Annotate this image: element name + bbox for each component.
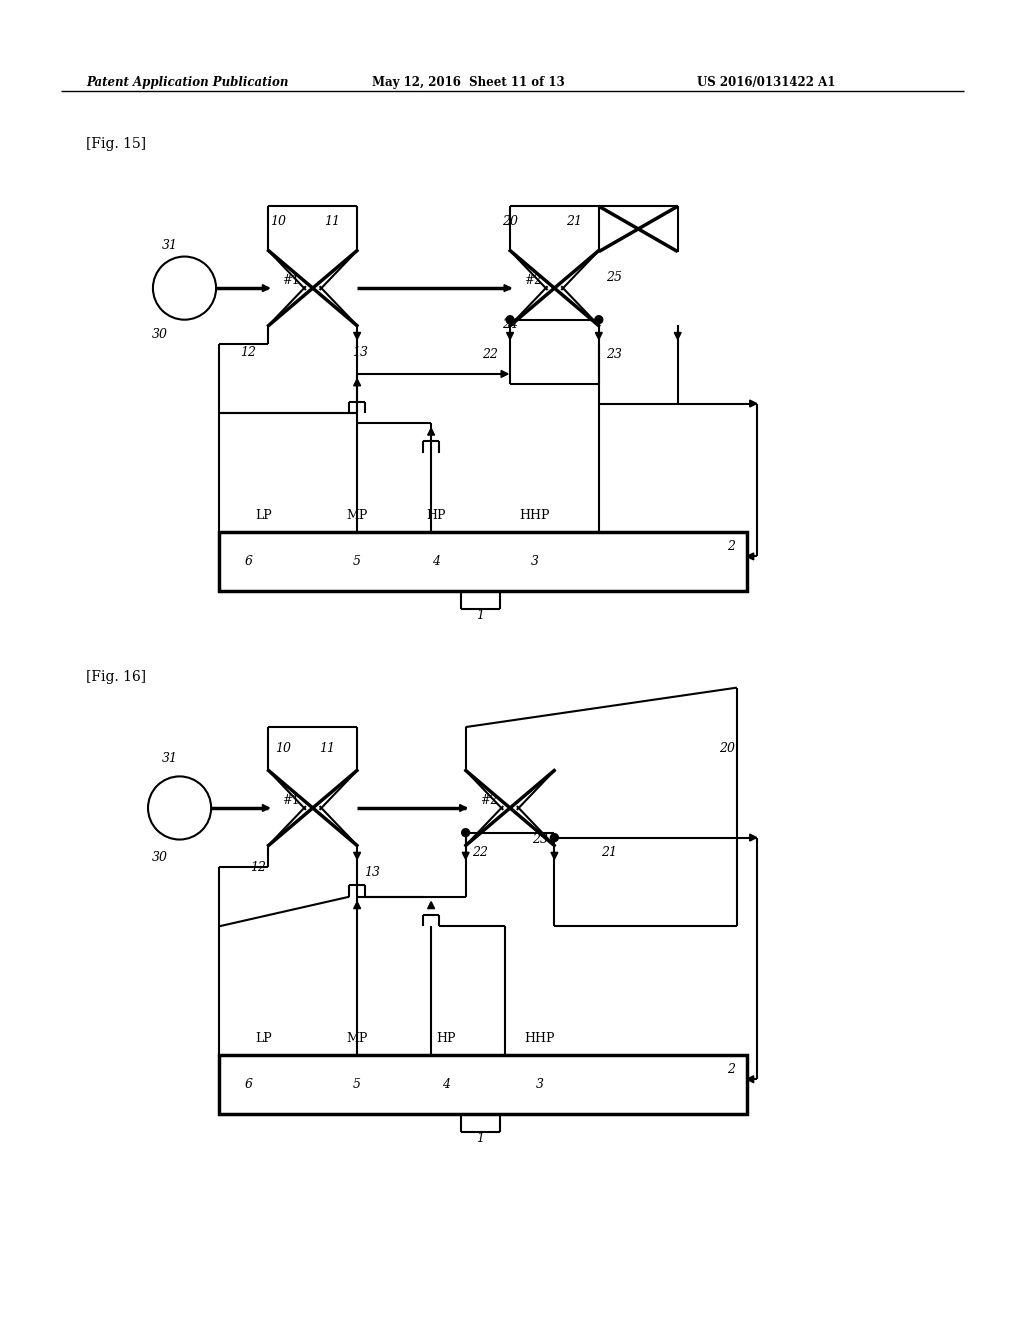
Text: 5: 5 <box>353 1077 361 1090</box>
Text: #1: #1 <box>283 273 300 286</box>
Text: [Fig. 16]: [Fig. 16] <box>86 669 146 684</box>
Text: HHP: HHP <box>524 1032 555 1044</box>
Polygon shape <box>353 379 360 385</box>
Polygon shape <box>674 333 681 339</box>
Polygon shape <box>746 1076 754 1082</box>
Text: HP: HP <box>426 510 445 521</box>
Polygon shape <box>501 371 508 378</box>
Text: [Fig. 15]: [Fig. 15] <box>86 137 146 152</box>
Circle shape <box>595 315 603 323</box>
Text: GT: GT <box>170 801 189 814</box>
Circle shape <box>148 776 211 840</box>
Bar <box>219 1055 746 1114</box>
Text: 10: 10 <box>275 742 291 755</box>
Polygon shape <box>353 902 360 908</box>
Text: #2: #2 <box>524 273 542 286</box>
Polygon shape <box>551 853 558 859</box>
Text: May 12, 2016  Sheet 11 of 13: May 12, 2016 Sheet 11 of 13 <box>372 77 564 88</box>
Text: 31: 31 <box>162 239 178 252</box>
Text: 23: 23 <box>605 347 622 360</box>
Text: 1: 1 <box>476 609 484 622</box>
Text: 4: 4 <box>442 1077 450 1090</box>
Text: 24: 24 <box>502 318 518 331</box>
Polygon shape <box>262 285 269 292</box>
Text: 10: 10 <box>270 215 287 227</box>
Polygon shape <box>746 553 754 560</box>
Text: MP: MP <box>346 510 368 521</box>
Text: 25: 25 <box>605 271 622 284</box>
Text: 12: 12 <box>241 346 257 359</box>
Text: 21: 21 <box>601 846 616 859</box>
Polygon shape <box>504 285 511 292</box>
Text: 5: 5 <box>353 554 361 568</box>
Text: 13: 13 <box>364 866 380 879</box>
Text: #1: #1 <box>283 793 300 807</box>
Text: Patent Application Publication: Patent Application Publication <box>86 77 288 88</box>
Text: 20: 20 <box>502 215 518 227</box>
Circle shape <box>153 256 216 319</box>
Text: 2: 2 <box>727 540 735 553</box>
Text: HHP: HHP <box>519 510 550 521</box>
Circle shape <box>506 315 514 323</box>
Polygon shape <box>262 804 269 812</box>
Text: 13: 13 <box>352 346 368 359</box>
Text: 11: 11 <box>319 742 336 755</box>
Text: GT: GT <box>174 281 195 294</box>
Text: #2: #2 <box>479 793 497 807</box>
Text: 30: 30 <box>152 327 168 341</box>
Text: 4: 4 <box>432 554 440 568</box>
Text: 6: 6 <box>245 554 253 568</box>
Polygon shape <box>353 333 360 339</box>
Text: 12: 12 <box>251 861 266 874</box>
Polygon shape <box>750 400 757 407</box>
Text: 22: 22 <box>472 846 488 859</box>
Text: 30: 30 <box>152 851 168 863</box>
Text: 21: 21 <box>566 215 583 227</box>
Text: MP: MP <box>346 1032 368 1044</box>
Text: 2: 2 <box>727 1063 735 1076</box>
Text: US 2016/0131422 A1: US 2016/0131422 A1 <box>697 77 836 88</box>
Text: 22: 22 <box>482 347 499 360</box>
Polygon shape <box>428 902 434 908</box>
Circle shape <box>551 834 558 842</box>
Text: 3: 3 <box>536 1077 544 1090</box>
Polygon shape <box>750 834 757 841</box>
Polygon shape <box>353 853 360 859</box>
Text: LP: LP <box>255 1032 271 1044</box>
Polygon shape <box>460 804 467 812</box>
Text: 6: 6 <box>245 1077 253 1090</box>
Text: 31: 31 <box>162 752 178 766</box>
Bar <box>219 532 746 591</box>
Polygon shape <box>507 333 513 339</box>
Polygon shape <box>428 428 434 436</box>
Text: 3: 3 <box>530 554 539 568</box>
Text: 1: 1 <box>476 1133 484 1144</box>
Text: 23: 23 <box>531 833 548 846</box>
Polygon shape <box>462 853 469 859</box>
Text: 20: 20 <box>719 742 735 755</box>
Text: 11: 11 <box>325 215 340 227</box>
Circle shape <box>462 829 470 837</box>
Text: HP: HP <box>436 1032 456 1044</box>
Polygon shape <box>595 333 602 339</box>
Text: LP: LP <box>255 510 271 521</box>
